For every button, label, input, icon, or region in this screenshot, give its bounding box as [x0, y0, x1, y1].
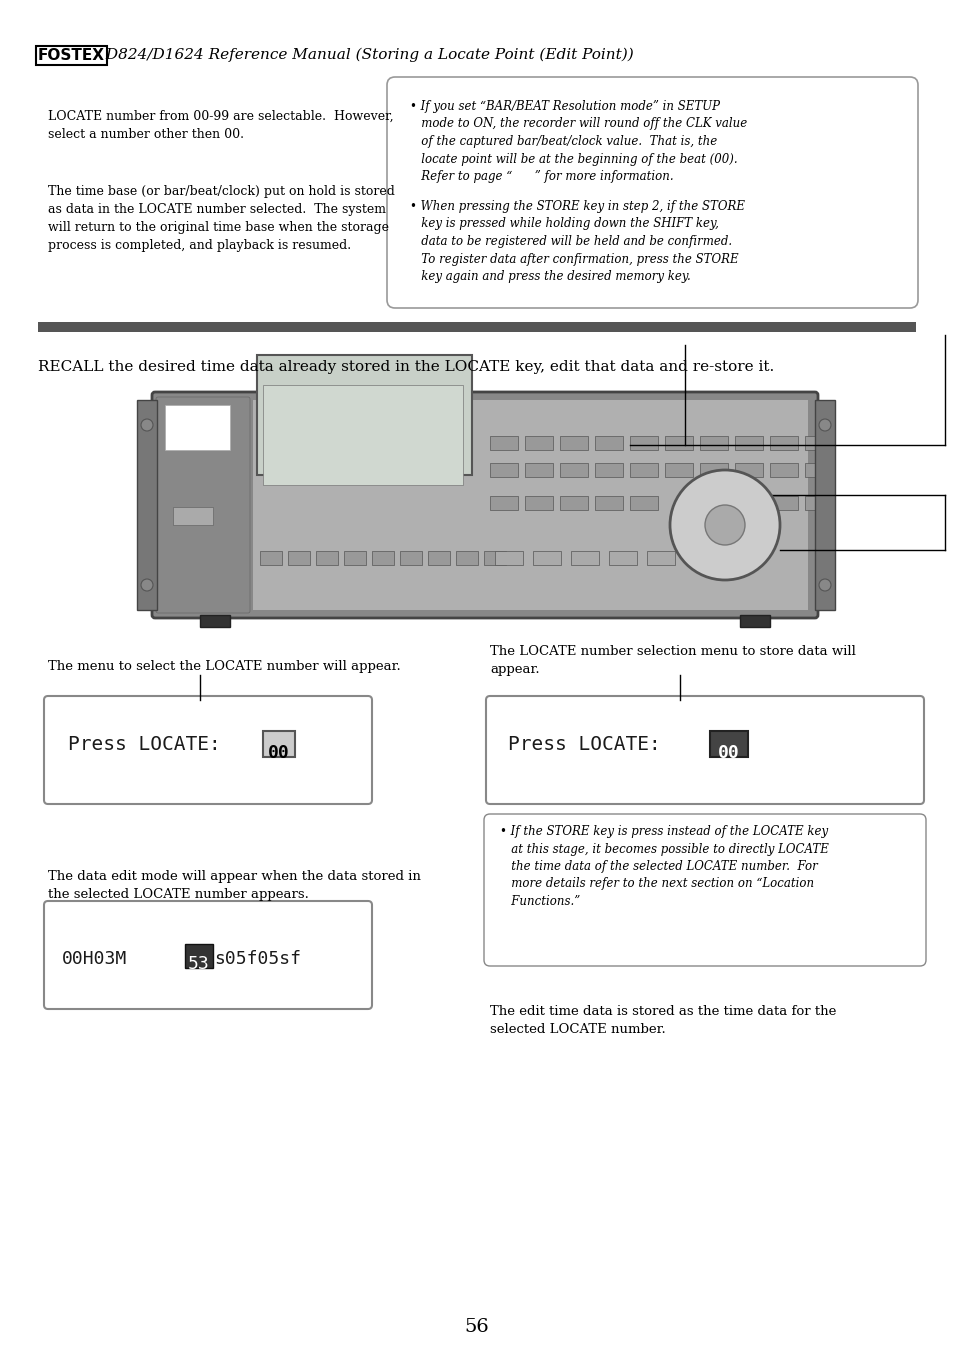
Text: Press LOCATE:: Press LOCATE:	[68, 735, 220, 754]
Text: RECALL the desired time data already stored in the LOCATE key, edit that data an: RECALL the desired time data already sto…	[38, 359, 774, 374]
Bar	[709, 731, 747, 757]
Text: The edit time data is stored as the time data for the
selected LOCATE number.: The edit time data is stored as the time…	[490, 1005, 836, 1036]
Text: The data edit mode will appear when the data stored in
the selected LOCATE numbe: The data edit mode will appear when the …	[48, 870, 420, 901]
FancyBboxPatch shape	[387, 77, 917, 308]
Bar	[185, 944, 213, 969]
Bar	[263, 731, 294, 757]
Text: The LOCATE number selection menu to store data will
appear.: The LOCATE number selection menu to stor…	[490, 644, 855, 676]
Bar	[664, 463, 692, 477]
Bar	[137, 400, 157, 611]
Bar	[769, 436, 797, 450]
Text: LOCATE number from 00-99 are selectable.  However,
select a number other then 00: LOCATE number from 00-99 are selectable.…	[48, 109, 394, 141]
Bar	[263, 385, 462, 485]
Bar	[804, 463, 832, 477]
Bar	[595, 463, 622, 477]
Circle shape	[704, 505, 744, 544]
Text: • When pressing the STORE key in step 2, if the STORE
   key is pressed while ho: • When pressing the STORE key in step 2,…	[410, 200, 744, 282]
Bar	[559, 496, 587, 509]
Bar	[734, 436, 762, 450]
Text: s05f05sf: s05f05sf	[213, 950, 301, 969]
Bar	[483, 551, 505, 565]
FancyBboxPatch shape	[152, 392, 817, 617]
Text: 00: 00	[268, 744, 290, 762]
Bar	[559, 463, 587, 477]
Circle shape	[669, 470, 780, 580]
Bar	[490, 436, 517, 450]
Bar	[700, 463, 727, 477]
Bar	[200, 615, 230, 627]
Bar	[595, 436, 622, 450]
Bar	[734, 496, 762, 509]
Text: • If the STORE key is press instead of the LOCATE key
   at this stage, it becom: • If the STORE key is press instead of t…	[499, 825, 828, 908]
Bar	[490, 463, 517, 477]
Bar	[814, 400, 834, 611]
Bar	[700, 496, 727, 509]
FancyBboxPatch shape	[156, 397, 250, 613]
Bar	[571, 551, 598, 565]
Circle shape	[818, 419, 830, 431]
Circle shape	[141, 580, 152, 590]
Text: 00: 00	[718, 744, 740, 762]
Bar	[428, 551, 450, 565]
Bar	[533, 551, 560, 565]
Text: 56: 56	[464, 1319, 489, 1336]
Text: • If you set “BAR/BEAT Resolution mode” in SETUP
   mode to ON, the recorder wil: • If you set “BAR/BEAT Resolution mode” …	[410, 100, 746, 182]
Bar	[629, 496, 658, 509]
Bar	[256, 355, 472, 476]
Bar	[495, 551, 522, 565]
Bar	[734, 463, 762, 477]
Bar	[38, 322, 915, 332]
Text: FOSTEX: FOSTEX	[38, 49, 105, 63]
Text: D824/D1624 Reference Manual (Storing a Locate Point (Edit Point)): D824/D1624 Reference Manual (Storing a L…	[101, 49, 633, 62]
Circle shape	[818, 580, 830, 590]
FancyBboxPatch shape	[44, 901, 372, 1009]
Bar	[769, 496, 797, 509]
FancyBboxPatch shape	[483, 815, 925, 966]
Circle shape	[141, 419, 152, 431]
Bar	[629, 436, 658, 450]
Bar	[344, 551, 366, 565]
Bar	[490, 496, 517, 509]
Bar	[172, 507, 213, 526]
Text: 53: 53	[188, 955, 210, 973]
Bar	[524, 463, 553, 477]
Bar	[288, 551, 310, 565]
FancyBboxPatch shape	[44, 696, 372, 804]
Bar	[646, 551, 675, 565]
Bar	[608, 551, 637, 565]
Text: The time base (or bar/beat/clock) put on hold is stored
as data in the LOCATE nu: The time base (or bar/beat/clock) put on…	[48, 185, 395, 253]
Bar	[595, 496, 622, 509]
Text: 00H03M: 00H03M	[62, 950, 127, 969]
Bar	[769, 463, 797, 477]
Text: Press LOCATE:: Press LOCATE:	[507, 735, 660, 754]
Text: The menu to select the LOCATE number will appear.: The menu to select the LOCATE number wil…	[48, 661, 400, 673]
Bar	[804, 436, 832, 450]
Bar	[629, 463, 658, 477]
Bar	[524, 436, 553, 450]
Bar	[804, 496, 832, 509]
Bar	[253, 400, 807, 611]
Bar	[740, 615, 769, 627]
FancyBboxPatch shape	[485, 696, 923, 804]
Bar	[559, 436, 587, 450]
Bar	[700, 436, 727, 450]
Bar	[456, 551, 477, 565]
Bar	[165, 405, 230, 450]
Bar	[664, 436, 692, 450]
Bar	[315, 551, 337, 565]
Bar	[524, 496, 553, 509]
Bar	[260, 551, 282, 565]
Bar	[372, 551, 394, 565]
Bar	[399, 551, 421, 565]
